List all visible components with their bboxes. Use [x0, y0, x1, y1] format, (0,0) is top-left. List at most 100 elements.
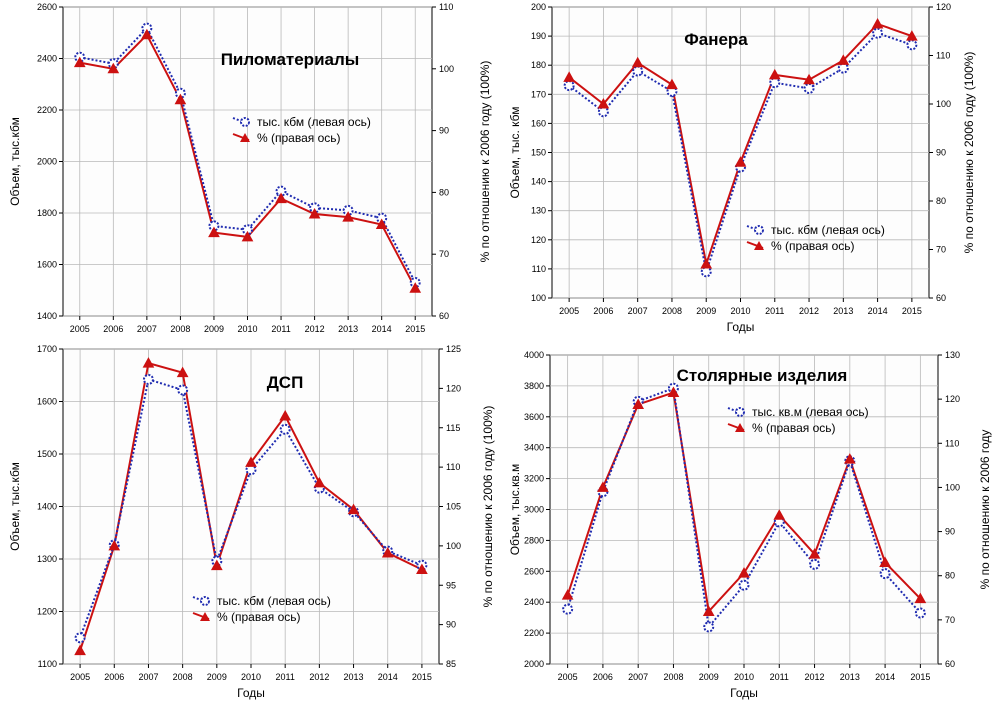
data-point-percent — [275, 192, 287, 204]
y-tick-label: 200 — [531, 2, 546, 12]
y2-tick-label: 90 — [446, 620, 456, 630]
data-point-volume — [597, 106, 609, 118]
series-line-volume — [79, 26, 417, 283]
y-axis-label: Объем, тыс.кбм — [8, 117, 22, 206]
x-tick-label: 2012 — [805, 672, 825, 682]
y-tick-label: 1400 — [37, 311, 57, 321]
legend-label-volume: тыс. кбм (левая ось) — [217, 594, 331, 608]
y-axis-label: Объем, тыс. кбм — [508, 106, 522, 198]
chart-title: Пиломатериалы — [221, 50, 360, 69]
y-tick-label: 160 — [531, 118, 546, 128]
data-point-volume — [279, 423, 291, 435]
x-axis-label: Годы — [727, 320, 755, 334]
data-point-percent — [142, 357, 155, 368]
data-point-percent — [597, 97, 610, 109]
x-tick-label: 2011 — [271, 324, 290, 334]
x-tick-label: 2007 — [628, 306, 648, 316]
x-tick-label: 2012 — [309, 672, 329, 682]
x-tick-label: 2013 — [344, 672, 364, 682]
y-tick-label: 3400 — [524, 443, 544, 453]
data-point-volume — [837, 62, 849, 74]
y-tick-label: 1400 — [37, 502, 57, 512]
data-point-volume — [342, 204, 354, 216]
y-tick-label: 3000 — [524, 505, 544, 515]
x-tick-label: 2013 — [840, 672, 860, 682]
x-tick-label: 2013 — [833, 306, 853, 316]
data-point-percent — [73, 56, 86, 68]
legend-line-volume — [727, 407, 745, 415]
x-tick-label: 2011 — [770, 672, 789, 682]
data-point-percent — [906, 30, 918, 41]
x-tick-label: 2007 — [628, 672, 648, 682]
chart-title: ДСП — [267, 373, 304, 392]
y-tick-label: 1600 — [37, 260, 57, 270]
x-tick-label: 2012 — [799, 306, 819, 316]
y2-tick-label: 80 — [936, 196, 946, 206]
data-point-volume — [872, 27, 884, 39]
y-tick-label: 2400 — [37, 54, 57, 64]
y2-axis-label: % по отношению к 2006 году (100%) — [481, 406, 495, 608]
data-point-percent — [279, 409, 292, 421]
chart-title: Фанера — [684, 30, 748, 49]
data-point-volume — [74, 632, 86, 644]
legend-label-percent: % (правая ось) — [771, 239, 855, 253]
y-tick-label: 2600 — [37, 2, 57, 12]
data-point-percent — [74, 644, 86, 656]
legend-label-volume: тыс. кбм (левая ось) — [771, 223, 885, 237]
data-point-percent — [702, 605, 715, 616]
data-point-percent — [597, 481, 609, 492]
y-axis-label: Объем, тыс.кбм — [8, 462, 22, 551]
x-tick-label: 2008 — [662, 306, 682, 316]
y-tick-label: 110 — [532, 264, 546, 274]
x-tick-label: 2006 — [104, 672, 124, 682]
x-axis-label: Годы — [730, 686, 758, 700]
y2-tick-label: 70 — [936, 245, 946, 255]
chart-svg: 1100 1200 1300 1400 1500 1600 1700 85 90 95 100 105… — [8, 344, 495, 700]
y2-tick-label: 90 — [936, 148, 946, 158]
legend-label-volume: тыс. кв.м (левая ось) — [752, 405, 869, 419]
data-point-volume — [174, 87, 186, 99]
data-point-percent — [342, 211, 354, 222]
data-point-volume — [177, 384, 189, 396]
data-point-volume — [563, 80, 575, 92]
x-tick-label: 2009 — [696, 306, 716, 316]
chart-title: Столярные изделия — [677, 366, 848, 385]
y-tick-label: 1800 — [37, 208, 57, 218]
data-point-percent — [313, 476, 326, 488]
data-point-percent — [768, 68, 781, 80]
x-tick-label: 2005 — [558, 672, 578, 682]
legend-marker-volume — [200, 596, 210, 606]
data-point-percent — [879, 556, 891, 567]
data-point-volume — [703, 621, 715, 633]
data-point-volume — [208, 220, 220, 232]
y-axis-label: Объем, тыс.кв.м — [508, 464, 522, 556]
data-point-percent — [773, 509, 786, 520]
y2-tick-label: 90 — [945, 527, 955, 537]
data-point-percent — [843, 453, 856, 464]
data-point-percent — [176, 366, 189, 378]
y-tick-label: 2600 — [524, 566, 544, 576]
y2-tick-label: 85 — [446, 659, 456, 669]
y2-tick-label: 120 — [936, 2, 951, 12]
y-tick-label: 1500 — [37, 449, 57, 459]
x-tick-label: 2014 — [372, 324, 392, 334]
data-point-percent — [561, 589, 574, 600]
legend-label-percent: % (правая ось) — [752, 421, 836, 435]
x-tick-label: 2015 — [902, 306, 922, 316]
legend-line-volume — [746, 225, 764, 233]
data-point-percent — [667, 386, 680, 398]
data-point-percent — [245, 456, 257, 467]
x-tick-label: 2013 — [338, 324, 358, 334]
legend: тыс. кбм (левая ось) % (правая ось) — [192, 594, 331, 624]
data-point-percent — [107, 62, 120, 74]
chart-panel-sawn-timber: 1400 1600 1800 2000 2200 2400 2600 60 70 80 90 100 1… — [0, 0, 495, 340]
y2-tick-label: 110 — [936, 51, 950, 61]
data-point-percent — [666, 78, 678, 90]
y2-tick-label: 60 — [439, 311, 449, 321]
legend: тыс. кбм (левая ось) % (правая ось) — [746, 223, 885, 253]
chart-svg: 100 110 120 130 140 150 160 170 180 190 200 60 70 80 9… — [508, 2, 976, 334]
y-tick-label: 190 — [531, 31, 546, 41]
legend-marker-volume — [735, 407, 745, 417]
data-point-percent — [208, 226, 220, 238]
y2-tick-label: 80 — [945, 571, 955, 581]
